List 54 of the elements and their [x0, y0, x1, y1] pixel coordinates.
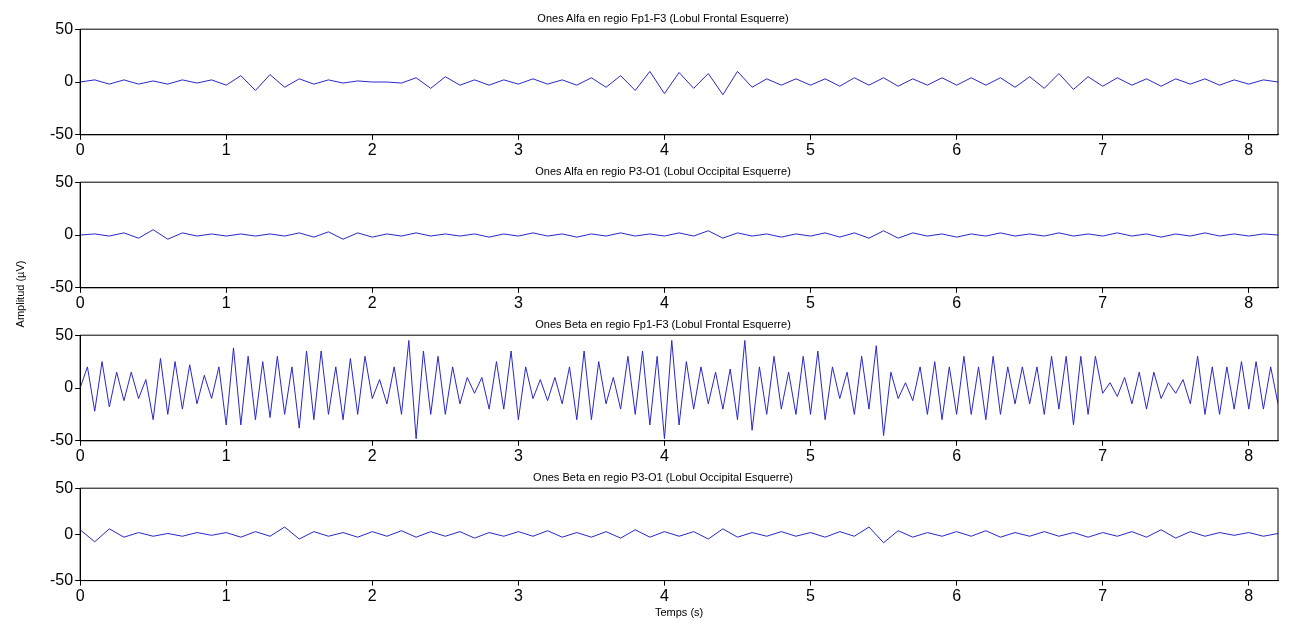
x-tick-label: 7	[1098, 586, 1108, 604]
x-tick-label: 7	[1098, 446, 1108, 464]
y-axis-title: Amplitud (µV)	[14, 260, 26, 328]
y-tick-label: 0	[64, 378, 74, 396]
y-tick-label: 0	[64, 72, 74, 90]
x-tick-label: 1	[221, 586, 231, 604]
x-tick-label: 6	[952, 140, 962, 158]
x-tick-label: 4	[660, 140, 669, 158]
x-tick-label: 6	[952, 446, 962, 464]
x-tick-label: 7	[1098, 140, 1108, 158]
x-tick-label: 4	[660, 293, 669, 311]
x-tick-label: 2	[367, 293, 377, 311]
x-tick-label: 8	[1244, 446, 1254, 464]
x-tick-label: 3	[513, 140, 523, 158]
x-tick-label: 5	[806, 446, 816, 464]
x-tick-label: 3	[513, 293, 523, 311]
x-tick-label: 5	[806, 293, 816, 311]
x-tick-label: 1	[221, 140, 231, 158]
x-tick-label: 7	[1098, 293, 1108, 311]
x-tick-label: 5	[806, 140, 816, 158]
y-tick-label: 50	[55, 325, 74, 343]
y-tick-label: 50	[55, 172, 74, 190]
x-tick-label: 1	[221, 446, 231, 464]
x-tick-label: 5	[806, 586, 816, 604]
y-tick-label: -50	[50, 278, 74, 296]
x-tick-label: 8	[1244, 140, 1254, 158]
y-tick-label: 0	[64, 225, 74, 243]
x-tick-label: 2	[367, 446, 377, 464]
x-tick-label: 0	[75, 140, 85, 158]
y-tick-label: -50	[50, 125, 74, 143]
x-tick-label: 6	[952, 586, 962, 604]
y-tick-label: -50	[50, 571, 74, 589]
chart-title: Ones Alfa en regio Fp1-F3 (Lobul Frontal Esquerre)	[537, 11, 789, 24]
y-tick-label: 50	[55, 19, 74, 37]
y-tick-label: -50	[50, 431, 74, 449]
x-tick-label: 4	[660, 446, 669, 464]
chart-title: Ones Beta en regio Fp1-F3 (Lobul Frontal Esquerre)	[535, 317, 791, 330]
x-tick-label: 0	[75, 446, 85, 464]
chart-title: Ones Alfa en regio P3-O1 (Lobul Occipital Esquerre)	[535, 164, 791, 177]
x-tick-label: 2	[367, 140, 377, 158]
x-tick-label: 8	[1244, 586, 1254, 604]
x-tick-label: 2	[367, 586, 377, 604]
x-tick-label: 3	[513, 586, 523, 604]
x-tick-label: 8	[1244, 293, 1254, 311]
y-tick-label: 50	[55, 478, 74, 496]
x-tick-label: 0	[75, 586, 85, 604]
x-axis-title: Temps (s)	[654, 606, 704, 619]
y-tick-label: 0	[64, 524, 74, 542]
chart-title: Ones Beta en regio P3-O1 (Lobul Occipital Esquerre)	[533, 470, 793, 483]
x-tick-label: 0	[75, 293, 85, 311]
x-tick-label: 4	[660, 586, 669, 604]
x-tick-label: 6	[952, 293, 962, 311]
x-tick-label: 1	[221, 293, 231, 311]
x-tick-label: 3	[513, 446, 523, 464]
